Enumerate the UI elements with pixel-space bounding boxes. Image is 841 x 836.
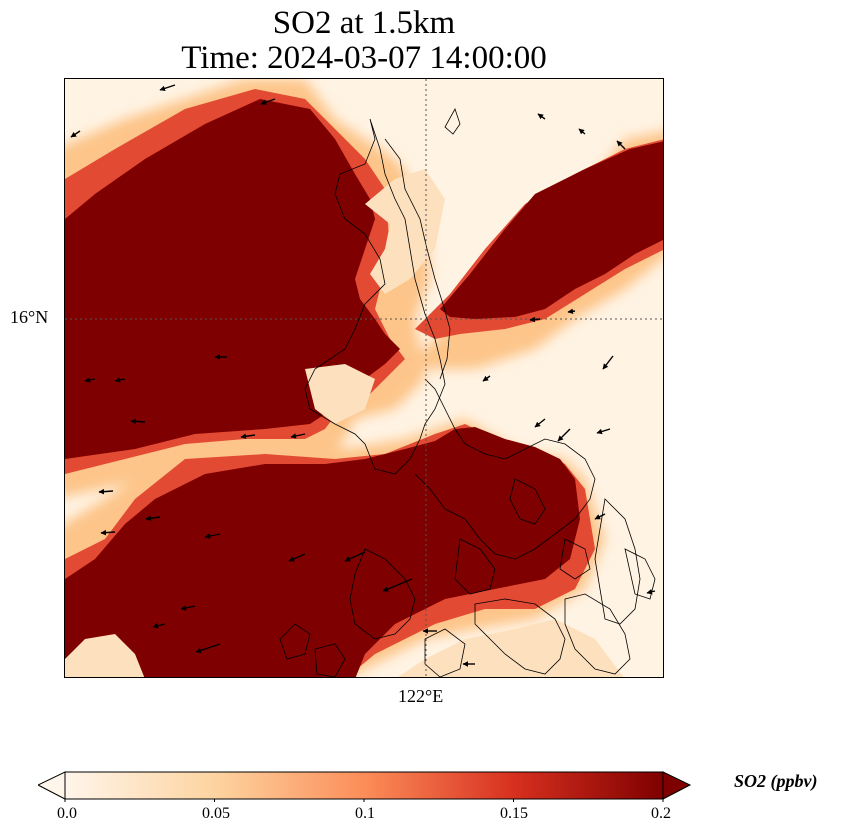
wind-arrow xyxy=(70,130,81,138)
wind-arrow xyxy=(646,589,656,595)
wind-arrow xyxy=(145,515,161,522)
colorbar-tick-label: 0.15 xyxy=(500,805,528,822)
wind-arrow xyxy=(382,578,413,592)
map-panel xyxy=(64,78,664,678)
colorbar xyxy=(38,771,692,802)
wind-vectors xyxy=(70,84,656,667)
wind-arrow xyxy=(159,84,176,92)
wind-arrow xyxy=(482,375,491,382)
colorbar-label: SO2 (ppbv) xyxy=(734,771,818,791)
colorbar-tick-label: 0.2 xyxy=(651,805,671,822)
so2-field-map xyxy=(65,79,663,677)
wind-arrow xyxy=(594,513,606,520)
wind-arrow xyxy=(537,113,546,120)
wind-arrow xyxy=(130,418,146,425)
wind-arrow xyxy=(567,308,576,315)
colorbar-tick-label: 0.05 xyxy=(202,805,230,822)
colorbar-tick-label: 0.0 xyxy=(57,805,77,822)
low-concentration-channels xyxy=(65,169,624,677)
latitude-label-16n: 16°N xyxy=(10,307,49,327)
plot-title-line2: Time: 2024-03-07 14:00:00 xyxy=(181,40,547,76)
plot-title-line1: SO2 at 1.5km xyxy=(272,5,456,41)
colorbar-tick-label: 0.1 xyxy=(355,805,375,822)
colorbar-min-extension xyxy=(38,771,66,800)
wind-arrow xyxy=(290,433,306,439)
wind-arrow xyxy=(195,643,221,654)
wind-arrow xyxy=(616,140,626,150)
wind-arrow xyxy=(602,355,614,370)
wind-arrow xyxy=(180,605,196,611)
colorbar-max-extension xyxy=(662,771,692,800)
wind-arrow xyxy=(260,98,276,105)
wind-arrow xyxy=(98,488,114,495)
longitude-label-122e: 122°E xyxy=(398,686,444,706)
wind-arrow xyxy=(288,553,306,562)
wind-arrow xyxy=(114,377,126,383)
colorbar-ticks xyxy=(64,799,664,802)
graticule xyxy=(65,79,663,677)
wind-arrow xyxy=(100,529,116,536)
wind-arrow xyxy=(152,623,166,629)
wind-arrow xyxy=(596,428,611,435)
wind-arrow xyxy=(344,551,366,562)
wind-arrow xyxy=(240,433,256,440)
colorbar-body xyxy=(64,771,664,800)
coastlines xyxy=(279,108,656,677)
wind-arrow xyxy=(578,128,586,135)
wind-arrow xyxy=(204,533,221,539)
wind-arrow xyxy=(534,418,546,428)
wind-arrow xyxy=(84,377,96,383)
wind-arrow xyxy=(557,428,571,442)
wind-arrow xyxy=(529,316,541,323)
